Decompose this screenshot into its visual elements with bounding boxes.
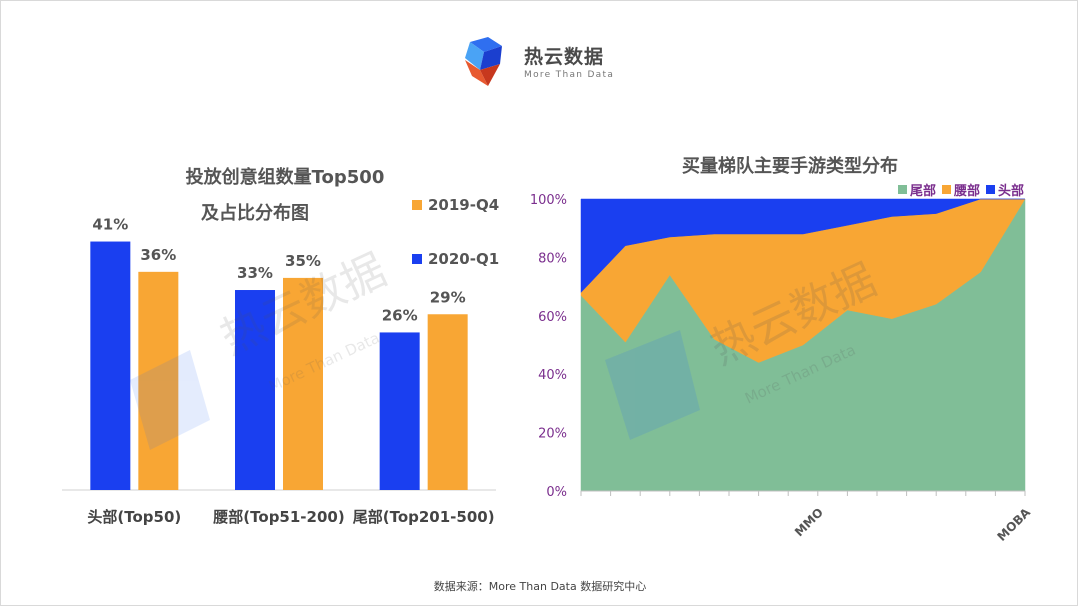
- brand-name: 热云数据: [524, 46, 605, 68]
- legend-label: 腰部: [954, 184, 981, 199]
- bar-2020-q1: [379, 332, 420, 490]
- right-chart-legend: 尾部 腰部 头部: [898, 180, 1030, 199]
- brand-logo: 热云数据 More Than Data: [462, 36, 632, 88]
- bar-2019-q4: [138, 271, 179, 490]
- y-tick-label: 80%: [538, 251, 567, 266]
- bar-2020-q1: [90, 241, 131, 490]
- bar-2019-q4: [427, 314, 468, 490]
- y-tick-label: 0%: [546, 485, 567, 500]
- legend-item-2020-q1: 2020-Q1: [412, 250, 499, 268]
- bar-value-label: 29%: [430, 288, 466, 306]
- source-note: 数据来源：More Than Data 数据研究中心: [433, 580, 647, 593]
- left-chart-subtitle: 及占比分布图: [201, 203, 309, 224]
- brand-subtitle: More Than Data: [524, 70, 615, 80]
- legend-item-tail: 尾部: [898, 180, 936, 199]
- x-tick-label: 头部(Top50): [87, 508, 181, 526]
- bar-value-label: 33%: [237, 264, 273, 282]
- y-tick-label: 100%: [530, 193, 567, 208]
- bar-chart: 41% 36% 头部(Top50) 33% 35% 腰部(Top51-200) 26% 29%…: [62, 216, 496, 526]
- x-tick-label: 腰部(Top51-200): [212, 508, 344, 526]
- legend-label: 2019-Q4: [428, 196, 500, 214]
- y-tick-label: 60%: [538, 310, 567, 325]
- legend-item-waist: 腰部: [942, 180, 980, 199]
- legend-swatch-green: [898, 185, 907, 194]
- legend-label: 头部: [998, 184, 1025, 199]
- cube-logo-icon: [465, 37, 502, 86]
- legend-item-2019-q4: 2019-Q4: [412, 196, 499, 214]
- legend-swatch-orange: [412, 200, 422, 210]
- right-chart-title: 买量梯队主要手游类型分布: [682, 156, 898, 177]
- x-tick-label: 尾部(Top201-500): [353, 508, 495, 526]
- area-series-2: [580, 198, 1025, 294]
- bar-value-label: 26%: [382, 306, 418, 324]
- left-chart-title: 投放创意组数量Top500: [185, 167, 385, 188]
- x-tick-label: MOBA: [995, 505, 1034, 544]
- y-tick-label: 40%: [538, 368, 567, 383]
- bar-2019-q4: [283, 277, 323, 490]
- y-tick-label: 20%: [538, 427, 567, 442]
- legend-label: 尾部: [910, 184, 937, 199]
- legend-item-head: 头部: [986, 180, 1024, 199]
- bar-value-label: 36%: [140, 246, 176, 264]
- bar-2020-q1: [235, 290, 275, 490]
- legend-swatch-blue: [412, 254, 422, 264]
- bar-value-label: 35%: [285, 252, 321, 270]
- bar-value-label: 41%: [92, 216, 128, 234]
- x-tick-label: MMO: [792, 505, 826, 539]
- legend-label: 2020-Q1: [428, 250, 500, 268]
- legend-swatch-orange: [942, 185, 952, 194]
- legend-swatch-blue: [986, 185, 996, 194]
